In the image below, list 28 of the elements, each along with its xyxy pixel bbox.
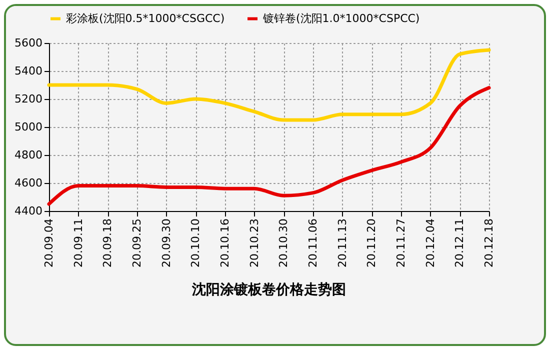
line-series	[47, 48, 491, 122]
legend-label: 彩涂板(沈阳0.5*1000*CSGCC)	[66, 12, 225, 25]
x-tick-label: 20.10.30	[277, 218, 290, 268]
x-tick-label: 20.11.20	[365, 218, 378, 268]
y-tick-label: 5600	[14, 36, 42, 50]
legend-label: 镀锌卷(沈阳1.0*1000*CSPCC)	[262, 12, 420, 25]
x-tick-label: 20.10.23	[248, 218, 261, 268]
x-tick-label: 20.12.11	[453, 218, 466, 268]
x-tick-label: 20.09.18	[101, 218, 114, 268]
text: 沈阳涂镀板卷价格走势图	[191, 280, 346, 298]
y-tick-label: 5400	[14, 64, 42, 78]
y-tick-label: 5000	[14, 120, 42, 134]
x-tick-label: 20.09.11	[72, 218, 85, 268]
y-tick-label: 5200	[14, 92, 42, 106]
y-tick-label: 4600	[14, 176, 42, 190]
x-tick-label: 20.11.27	[394, 218, 408, 268]
x-tick-label: 20.12.04	[424, 218, 437, 268]
x-tick-label: 20.10.16	[218, 218, 232, 268]
x-tick-label: 20.09.30	[160, 218, 173, 268]
x-tick-label: 20.12.18	[482, 218, 496, 268]
y-tick-label: 4400	[14, 204, 42, 218]
x-tick-label: 20.11.06	[306, 218, 320, 268]
x-tick-label: 20.09.04	[42, 218, 56, 268]
x-tick-label: 20.10.10	[189, 218, 202, 268]
x-tick-label: 20.09.25	[130, 218, 144, 268]
x-tick-label: 20.11.13	[336, 218, 349, 268]
line-series	[47, 86, 491, 206]
y-tick-label: 4800	[14, 148, 42, 162]
